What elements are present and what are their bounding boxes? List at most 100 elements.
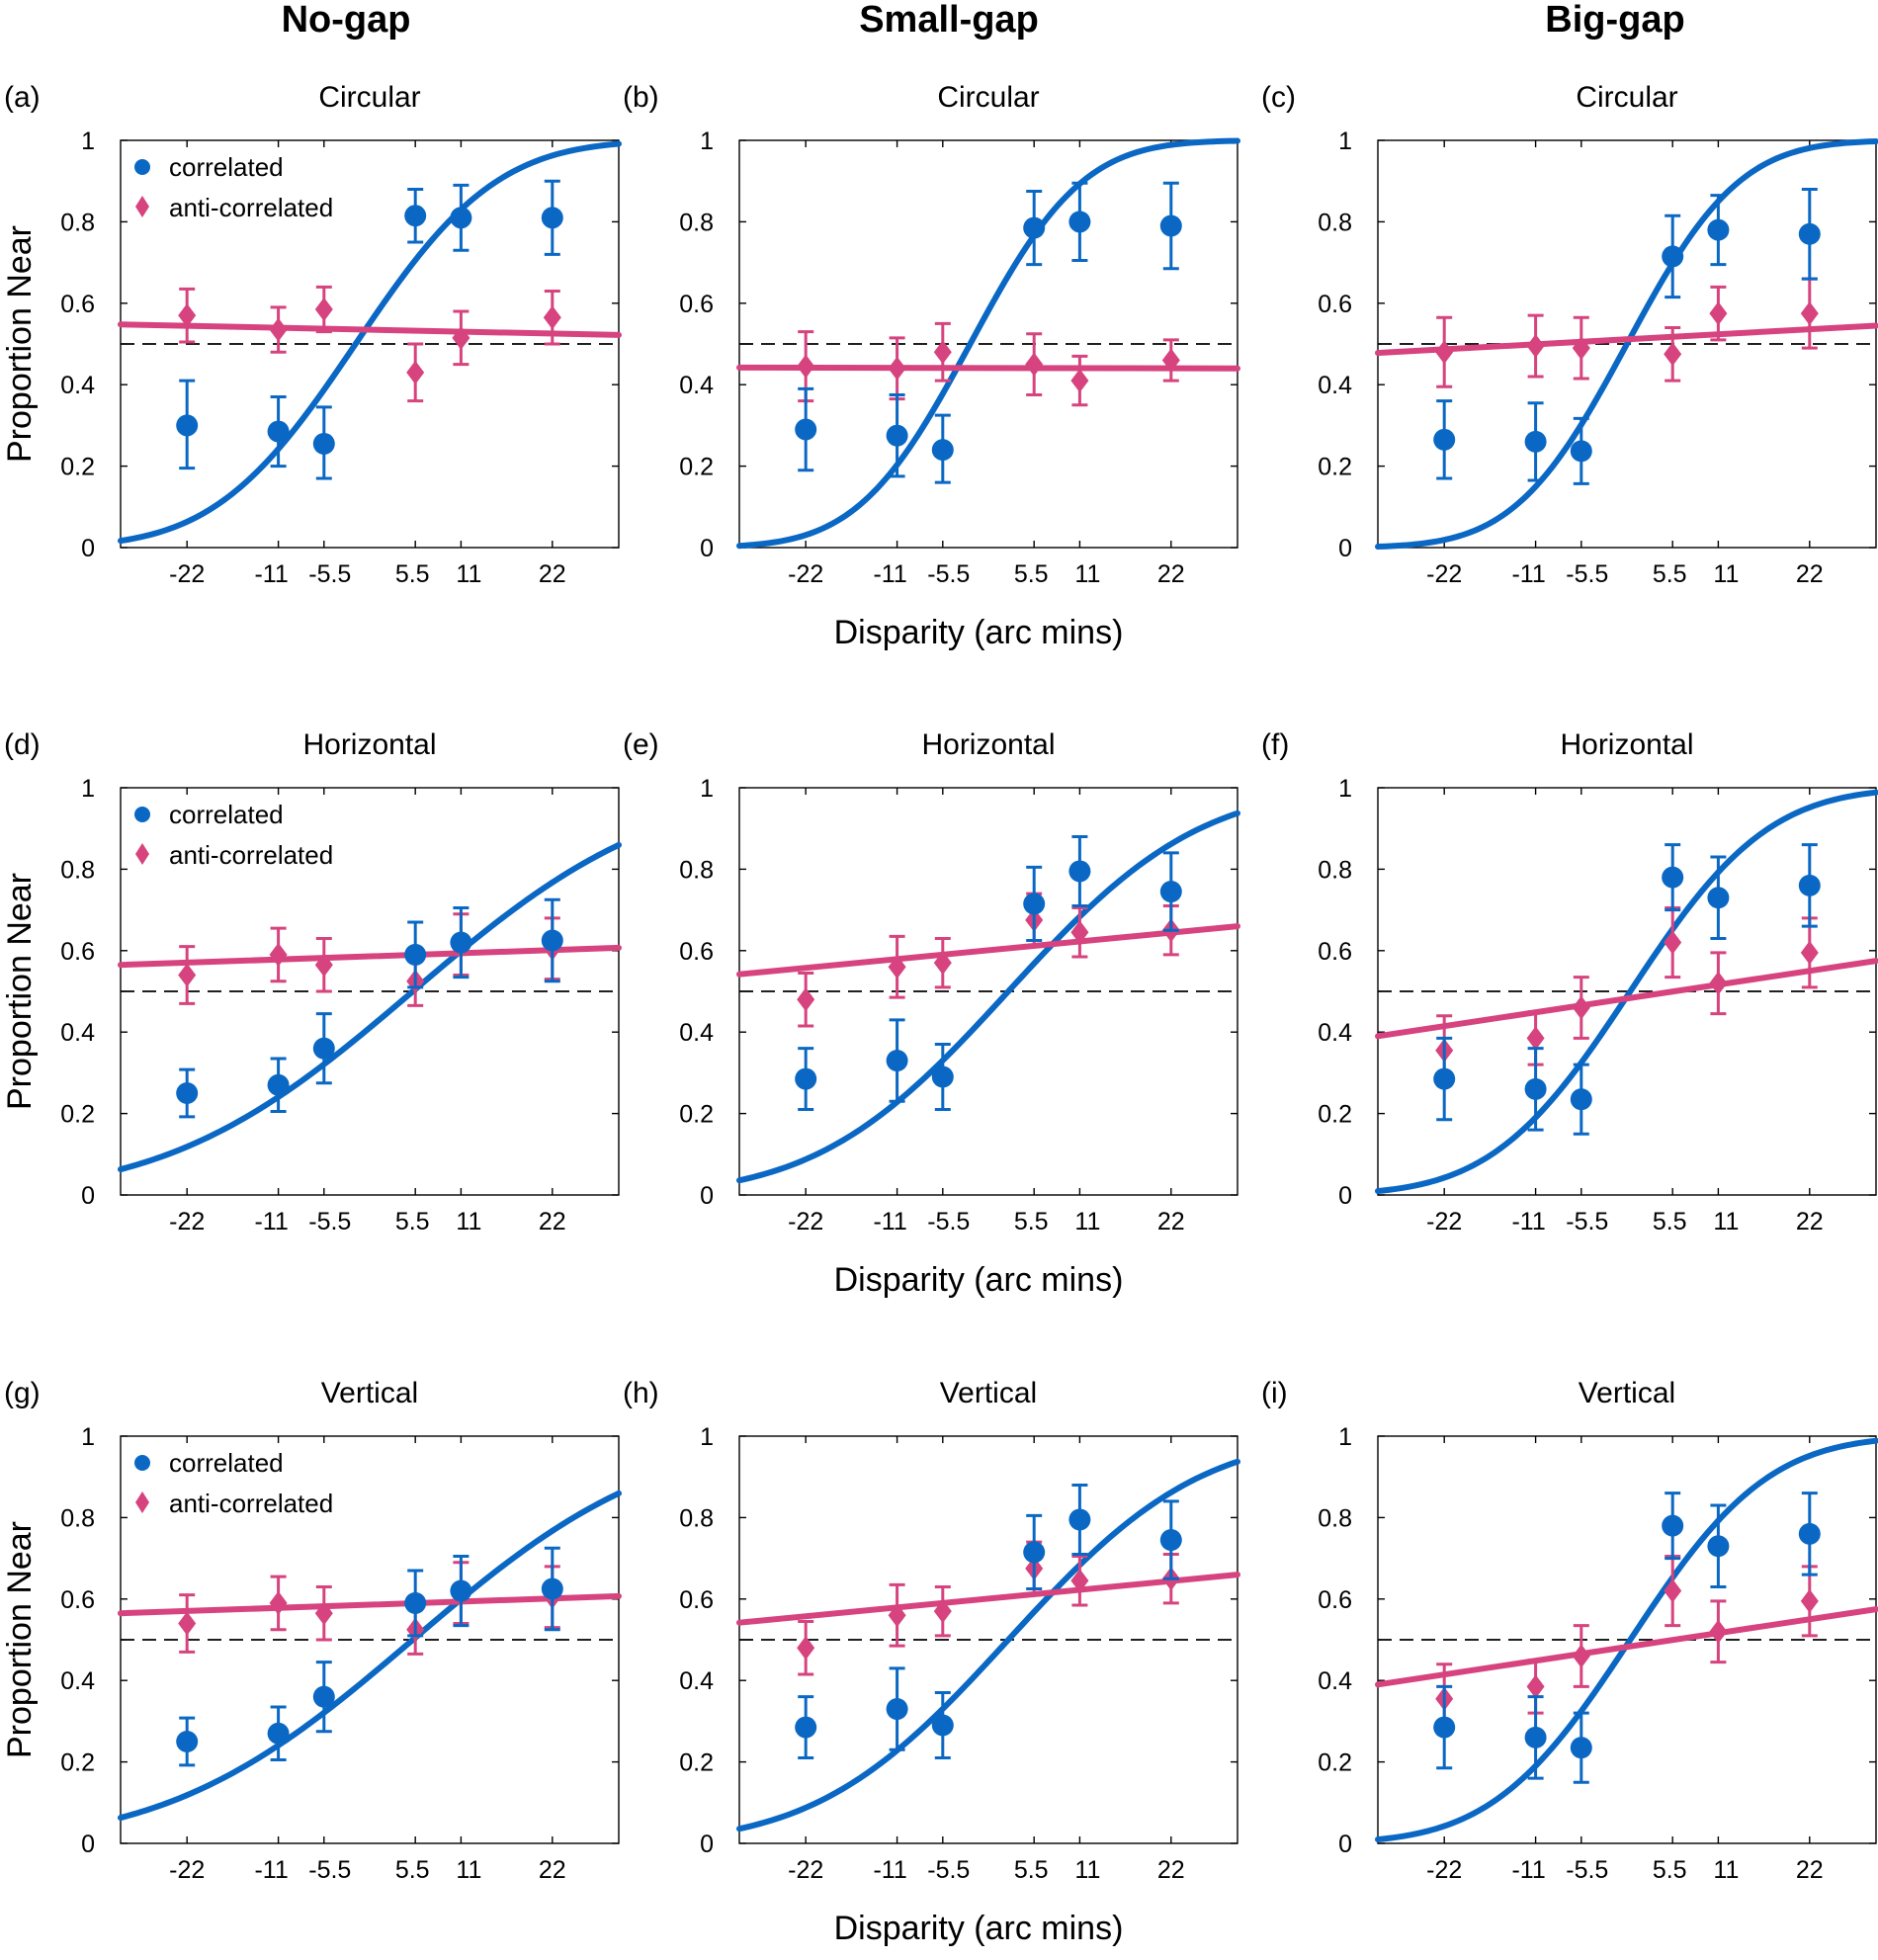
x-tick-label: -5.5 xyxy=(1566,560,1608,588)
x-tick-label: -5.5 xyxy=(1566,1208,1608,1236)
y-tick-label: 0.2 xyxy=(679,454,714,481)
x-axis-label: Disparity (arc mins) xyxy=(834,614,1124,651)
correlated-point xyxy=(931,1065,954,1088)
legend-anticorrelated-marker xyxy=(135,1491,149,1513)
legend-anticorrelated-label: anti-correlated xyxy=(169,193,333,222)
x-tick-label: -11 xyxy=(873,1208,906,1236)
y-tick-label: 0 xyxy=(700,535,714,562)
panel-label: (i) xyxy=(1261,1377,1288,1409)
correlated-point xyxy=(312,1685,335,1708)
x-tick-label: -11 xyxy=(873,560,906,588)
x-tick-label: -22 xyxy=(169,560,205,588)
correlated-point xyxy=(1662,245,1684,268)
correlated-point xyxy=(886,1050,908,1072)
panel-title: Vertical xyxy=(940,1377,1037,1409)
x-tick-label: 22 xyxy=(1157,1208,1185,1236)
column-title-big-gap: Big-gap xyxy=(1545,0,1684,41)
correlated-fit-curve xyxy=(736,1458,1240,1832)
column-title-no-gap: No-gap xyxy=(282,0,411,41)
y-tick-label: 0.8 xyxy=(1318,856,1352,884)
correlated-point xyxy=(176,1082,199,1104)
anticorrelated-point xyxy=(269,942,288,967)
panel-title: Horizontal xyxy=(1560,728,1693,761)
anticorrelated-point xyxy=(1800,1588,1819,1613)
correlated-point xyxy=(795,1716,817,1739)
panel-title: Vertical xyxy=(321,1377,418,1409)
anticorrelated-point xyxy=(314,1601,333,1626)
correlated-point xyxy=(312,1037,335,1060)
correlated-point xyxy=(1570,1737,1592,1759)
y-tick-label: 1 xyxy=(81,1423,95,1451)
x-tick-label: -5.5 xyxy=(927,560,970,588)
correlated-point xyxy=(1707,1535,1730,1558)
correlated-point xyxy=(931,439,954,462)
x-tick-label: 11 xyxy=(456,560,481,588)
y-tick-label: 0.2 xyxy=(60,454,95,481)
y-tick-label: 0.8 xyxy=(1318,209,1352,236)
panel-title: Circular xyxy=(937,81,1039,114)
y-tick-label: 0 xyxy=(81,1182,95,1210)
y-tick-label: 0 xyxy=(1338,1182,1352,1210)
y-tick-label: 0.6 xyxy=(679,1586,714,1614)
anticorrelated-fit-line xyxy=(1375,322,1878,357)
correlated-point xyxy=(1524,1726,1547,1748)
anticorrelated-point xyxy=(1161,348,1180,373)
x-tick-label: -22 xyxy=(788,1208,823,1236)
anticorrelated-point xyxy=(888,955,906,980)
correlated-point xyxy=(267,1722,290,1745)
correlated-point xyxy=(1570,440,1592,463)
x-tick-label: 22 xyxy=(1157,1856,1185,1884)
legend-correlated-label: correlated xyxy=(169,1448,284,1478)
x-tick-label: 11 xyxy=(1713,1856,1739,1884)
legend: correlated anti-correlated xyxy=(134,800,333,870)
y-tick-label: 0.6 xyxy=(60,1586,95,1614)
anticorrelated-point xyxy=(888,1603,906,1628)
y-axis-label: Proportion Near xyxy=(1,225,39,463)
x-tick-label: 5.5 xyxy=(395,560,430,588)
correlated-point xyxy=(541,1577,563,1600)
anticorrelated-point xyxy=(1526,334,1545,359)
anticorrelated-point xyxy=(1025,352,1044,377)
anticorrelated-point xyxy=(452,325,470,350)
x-tick-label: 22 xyxy=(1796,1208,1824,1236)
anticorrelated-point xyxy=(178,1611,197,1636)
legend-anticorrelated-marker xyxy=(135,196,149,217)
legend: correlated anti-correlated xyxy=(134,1448,333,1518)
correlated-point xyxy=(795,1067,817,1090)
y-tick-label: 0.6 xyxy=(1318,938,1352,966)
correlated-point xyxy=(1662,866,1684,889)
correlated-point xyxy=(1159,1529,1182,1552)
y-tick-label: 1 xyxy=(81,128,95,155)
x-tick-label: 5.5 xyxy=(395,1208,430,1236)
x-tick-label: -11 xyxy=(254,560,288,588)
correlated-point xyxy=(267,1073,290,1096)
correlated-point xyxy=(1159,881,1182,903)
correlated-fit-curve xyxy=(118,841,622,1173)
anticorrelated-fit-line xyxy=(1375,958,1878,1040)
y-tick-label: 0.4 xyxy=(60,1667,95,1695)
x-tick-label: -22 xyxy=(788,1856,823,1884)
anticorrelated-point xyxy=(1800,301,1819,326)
x-tick-label: -5.5 xyxy=(308,560,351,588)
anticorrelated-point xyxy=(269,1590,288,1615)
y-tick-label: 0.8 xyxy=(679,209,714,236)
y-tick-label: 0.8 xyxy=(1318,1504,1352,1532)
x-tick-label: 22 xyxy=(1157,560,1185,588)
correlated-point xyxy=(176,1731,199,1752)
correlated-fit-curve xyxy=(1375,137,1878,551)
x-tick-label: 22 xyxy=(539,560,566,588)
x-tick-label: 11 xyxy=(456,1856,481,1884)
y-tick-label: 0.6 xyxy=(679,291,714,318)
x-tick-label: 11 xyxy=(1713,1208,1739,1236)
x-tick-label: -22 xyxy=(1426,560,1462,588)
correlated-point xyxy=(1433,1716,1456,1739)
x-tick-label: -11 xyxy=(1511,560,1545,588)
x-tick-label: 11 xyxy=(1713,560,1739,588)
y-tick-label: 0.8 xyxy=(679,1504,714,1532)
y-tick-label: 0.6 xyxy=(1318,1586,1352,1614)
correlated-point xyxy=(1798,222,1821,245)
anticorrelated-fit-line xyxy=(1375,1606,1878,1688)
correlated-point xyxy=(1023,893,1046,915)
anticorrelated-point xyxy=(1664,1578,1682,1603)
